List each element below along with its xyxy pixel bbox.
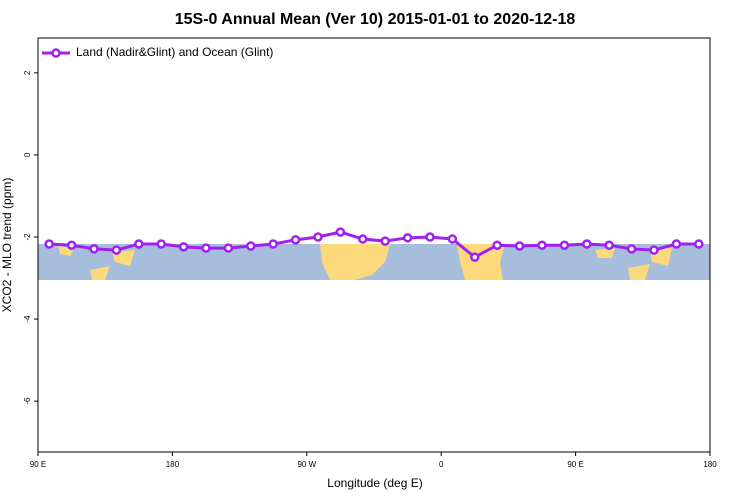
data-point xyxy=(559,240,570,250)
data-point xyxy=(223,243,234,253)
data-point xyxy=(582,239,592,249)
data-point xyxy=(290,235,301,245)
data-point xyxy=(402,233,413,243)
data-point xyxy=(268,239,278,249)
data-point xyxy=(313,232,323,242)
data-point xyxy=(134,239,144,249)
plot-frame xyxy=(37,37,711,453)
x-tick-label: 0 xyxy=(439,460,444,469)
data-point xyxy=(44,239,54,249)
y-tick-label: -2 xyxy=(23,233,32,241)
x-tick-label: 180 xyxy=(703,460,717,469)
y-axis-label: XCO2 - MLO trend (ppm) xyxy=(0,178,14,313)
data-point xyxy=(89,244,99,254)
data-point xyxy=(470,252,480,262)
y-tick-label: -6 xyxy=(23,397,32,405)
chart-title: 15S-0 Annual Mean (Ver 10) 2015-01-01 to… xyxy=(175,11,576,28)
x-tick-label: 90 E xyxy=(30,460,46,469)
data-point xyxy=(604,240,614,250)
data-point xyxy=(671,239,682,249)
legend-label: Land (Nadir&Glint) and Ocean (Glint) xyxy=(76,45,273,59)
data-point xyxy=(447,234,458,244)
data-point xyxy=(156,239,166,249)
data-point xyxy=(111,245,122,255)
x-tick-label: 180 xyxy=(166,460,180,469)
data-point xyxy=(178,242,189,252)
x-tick-label: 90 E xyxy=(567,460,583,469)
data-point xyxy=(492,240,502,250)
x-axis-label: Longitude (deg E) xyxy=(327,476,422,490)
data-point xyxy=(201,243,211,253)
data-point xyxy=(66,240,77,250)
data-point xyxy=(425,232,435,242)
data-point xyxy=(514,241,525,251)
legend-marker xyxy=(51,48,61,58)
x-tick-label: 90 W xyxy=(297,460,316,469)
data-point xyxy=(335,227,346,237)
data-point xyxy=(380,236,390,246)
y-tick-label: 2 xyxy=(23,70,32,75)
data-point xyxy=(626,244,637,254)
data-point xyxy=(246,241,256,251)
data-point xyxy=(649,245,659,255)
y-tick-label: -4 xyxy=(23,315,32,323)
data-point xyxy=(537,240,547,250)
y-tick-label: 0 xyxy=(23,152,32,157)
data-point xyxy=(694,239,704,249)
data-point xyxy=(358,234,368,244)
